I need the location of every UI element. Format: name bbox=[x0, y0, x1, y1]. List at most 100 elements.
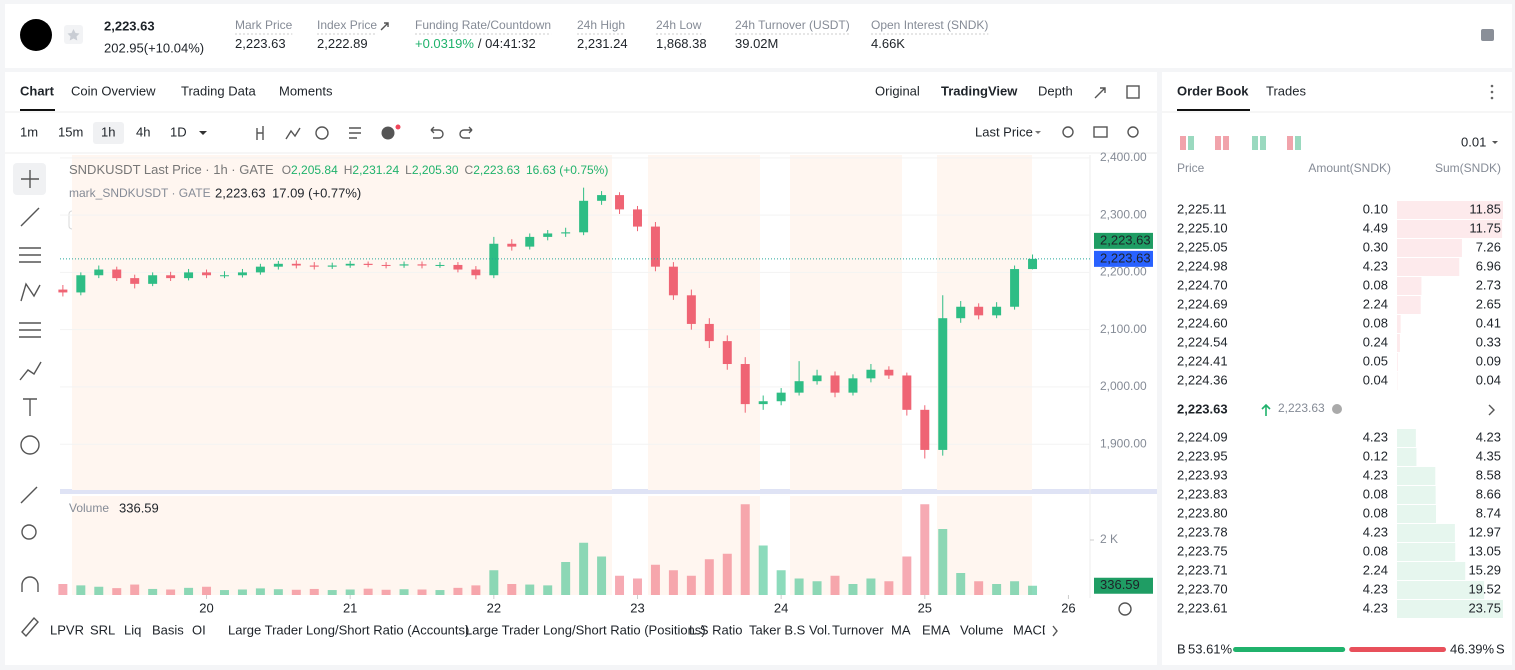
add-icon[interactable] bbox=[381, 126, 395, 140]
indicator[interactable]: L.S Ratio bbox=[689, 622, 742, 637]
book-view-icon[interactable] bbox=[1252, 136, 1258, 150]
book-price[interactable]: 2,223.80 bbox=[1177, 505, 1228, 520]
snapshot-icon[interactable] bbox=[1093, 126, 1108, 138]
indicator[interactable]: Turnover bbox=[832, 622, 884, 637]
menu-dot[interactable] bbox=[1490, 96, 1494, 100]
indicator[interactable]: MA bbox=[891, 622, 911, 637]
indicator[interactable]: Taker B.S Vol. bbox=[749, 622, 831, 637]
book-price[interactable]: 2,223.78 bbox=[1177, 524, 1228, 539]
indicator[interactable]: MACD bbox=[1013, 622, 1051, 637]
main-tab[interactable]: Chart bbox=[20, 83, 55, 98]
crosshair-icon[interactable] bbox=[21, 170, 39, 188]
search-icon[interactable] bbox=[1062, 126, 1074, 138]
main-tab[interactable]: Coin Overview bbox=[71, 83, 156, 98]
view-tab[interactable]: TradingView bbox=[941, 83, 1018, 98]
x-tick-label: 22 bbox=[487, 600, 501, 615]
book-price[interactable]: 2,224.36 bbox=[1177, 372, 1228, 387]
book-price[interactable]: 2,225.05 bbox=[1177, 239, 1228, 254]
book-sum: 19.52 bbox=[1468, 581, 1501, 596]
redo-icon[interactable] bbox=[459, 126, 473, 139]
undo-icon[interactable] bbox=[430, 126, 444, 139]
interval[interactable]: 4h bbox=[136, 124, 150, 139]
menu-dot[interactable] bbox=[1490, 84, 1494, 88]
book-view-icon[interactable] bbox=[1260, 136, 1266, 150]
interval[interactable]: 1D bbox=[170, 124, 187, 139]
indicator-more[interactable] bbox=[1052, 625, 1058, 637]
template-icon[interactable] bbox=[349, 127, 361, 139]
book-view-icon[interactable] bbox=[1223, 136, 1229, 150]
book-price[interactable]: 2,223.70 bbox=[1177, 581, 1228, 596]
candle-body bbox=[543, 233, 553, 237]
indicator[interactable]: Liq bbox=[124, 622, 141, 637]
chevron-right[interactable] bbox=[1488, 404, 1495, 416]
indicator[interactable]: Large Trader Long/Short Ratio (Positions… bbox=[465, 622, 706, 637]
book-price[interactable]: 2,223.75 bbox=[1177, 543, 1228, 558]
book-price[interactable]: 2,224.98 bbox=[1177, 258, 1228, 273]
fullscreen-icon[interactable] bbox=[1094, 87, 1106, 99]
main-tab[interactable]: Trading Data bbox=[181, 83, 256, 98]
volume-bar bbox=[148, 588, 158, 595]
pencil-icon[interactable] bbox=[21, 616, 39, 638]
ruler-icon[interactable] bbox=[20, 486, 38, 504]
book-tab[interactable]: Order Book bbox=[1177, 83, 1249, 98]
axis-settings-icon[interactable] bbox=[1118, 602, 1132, 616]
candle-body bbox=[992, 306, 1002, 316]
view-tab[interactable]: Original bbox=[875, 83, 920, 98]
book-view-icon[interactable] bbox=[1215, 136, 1221, 150]
book-price[interactable]: 2,223.95 bbox=[1177, 448, 1228, 463]
book-price[interactable]: 2,224.69 bbox=[1177, 296, 1228, 311]
candle-body bbox=[974, 306, 984, 316]
book-price[interactable]: 2,224.70 bbox=[1177, 277, 1228, 292]
layout-icon[interactable] bbox=[1126, 85, 1140, 99]
fib-icon[interactable] bbox=[19, 322, 41, 338]
book-sum: 0.33 bbox=[1476, 334, 1501, 349]
indicator[interactable]: OI bbox=[192, 622, 206, 637]
text-tool-icon[interactable] bbox=[23, 398, 37, 416]
volume-bar bbox=[579, 542, 589, 595]
channel-icon[interactable] bbox=[19, 247, 41, 263]
book-view-icon[interactable] bbox=[1295, 136, 1301, 150]
price-source[interactable]: Last Price bbox=[975, 124, 1033, 139]
indicator[interactable]: EMA bbox=[922, 622, 951, 637]
brush-icon[interactable] bbox=[19, 361, 42, 381]
interval[interactable]: 15m bbox=[58, 124, 83, 139]
book-price[interactable]: 2,223.71 bbox=[1177, 562, 1228, 577]
interval[interactable]: 1h bbox=[101, 124, 115, 139]
book-price[interactable]: 2,224.54 bbox=[1177, 334, 1228, 349]
replay-icon[interactable] bbox=[315, 126, 329, 140]
book-price[interactable]: 2,223.93 bbox=[1177, 467, 1228, 482]
indicator[interactable]: Volume bbox=[960, 622, 1003, 637]
magnet-icon[interactable] bbox=[21, 576, 39, 592]
indicator[interactable]: Basis bbox=[152, 622, 184, 637]
book-view-icon[interactable] bbox=[1287, 136, 1293, 150]
view-tab[interactable]: Depth bbox=[1038, 83, 1073, 98]
book-price[interactable]: 2,225.11 bbox=[1177, 201, 1227, 216]
indicator[interactable]: Large Trader Long/Short Ratio (Accounts) bbox=[228, 622, 469, 637]
main-tab[interactable]: Moments bbox=[279, 83, 333, 98]
book-tab[interactable]: Trades bbox=[1266, 83, 1306, 98]
indicators-icon[interactable] bbox=[285, 127, 301, 140]
book-price[interactable]: 2,225.10 bbox=[1177, 220, 1228, 235]
precision[interactable]: 0.01 bbox=[1461, 134, 1486, 149]
book-price[interactable]: 2,224.41 bbox=[1177, 353, 1228, 368]
menu-dot[interactable] bbox=[1490, 90, 1494, 94]
indicator[interactable]: SRL bbox=[90, 622, 115, 637]
book-view-icon[interactable] bbox=[1188, 136, 1194, 150]
pattern-icon[interactable] bbox=[20, 282, 41, 302]
zoom-icon[interactable] bbox=[21, 524, 37, 540]
book-view-icon[interactable] bbox=[1180, 136, 1186, 150]
book-price[interactable]: 2,224.09 bbox=[1177, 429, 1228, 444]
emoji-icon[interactable] bbox=[20, 435, 40, 455]
badge bbox=[395, 124, 401, 130]
book-price[interactable]: 2,223.61 bbox=[1177, 600, 1228, 615]
indicator[interactable]: LPVR bbox=[50, 622, 84, 637]
book-price[interactable]: 2,223.83 bbox=[1177, 486, 1228, 501]
book-amount: 0.05 bbox=[1363, 353, 1388, 368]
interval[interactable]: 1m bbox=[20, 124, 38, 139]
candle-type-icon[interactable] bbox=[256, 126, 264, 140]
volume-bar bbox=[561, 562, 571, 595]
book-price[interactable]: 2,224.60 bbox=[1177, 315, 1228, 330]
trend-line-icon[interactable] bbox=[20, 207, 40, 227]
settings-icon[interactable] bbox=[1127, 126, 1139, 138]
header-icon[interactable] bbox=[1481, 29, 1494, 41]
